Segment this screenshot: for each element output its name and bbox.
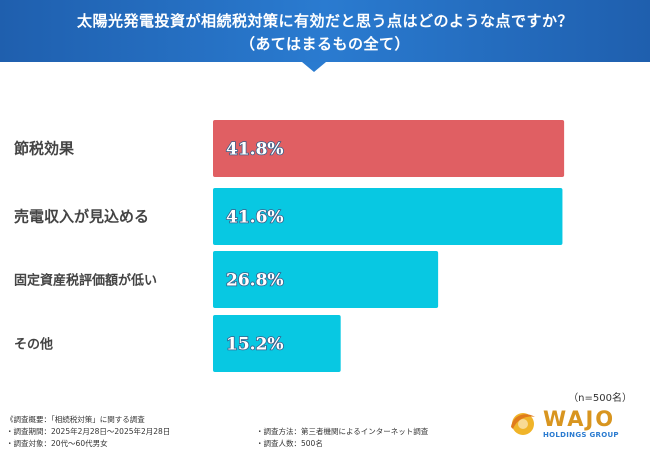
logo-wordmark: WAJO xyxy=(543,407,616,431)
value-label: 15.2% xyxy=(226,335,284,355)
company-logo: WAJO HOLDINGS GROUP xyxy=(505,405,635,445)
value-label: 26.8% xyxy=(226,271,284,291)
chart-title-line1: 太陽光発電投資が相続税対策に有効だと思う点はどのような点ですか？ xyxy=(76,12,573,30)
survey-footer-right: ・調査方法：第三者機関によるインターネット調査 ・調査人数：500名 xyxy=(256,414,486,450)
bar-2 xyxy=(213,188,563,245)
survey-target: ・調査対象：20代～60代男女 xyxy=(6,439,108,448)
survey-footer: 《調査概要：「相続税対策」に関する調査 ・調査期間：2025年2月28日～202… xyxy=(6,414,428,450)
survey-overview: 《調査概要：「相続税対策」に関する調査 xyxy=(6,415,145,424)
bar-3 xyxy=(213,251,439,308)
category-label: 売電収入が見込める xyxy=(14,208,149,226)
title-banner: 太陽光発電投資が相続税対策に有効だと思う点はどのような点ですか？ （あてはまるも… xyxy=(0,0,650,62)
category-label: 固定資産税評価額が低い xyxy=(14,273,157,289)
chart-title-line2: （あてはまるもの全て） xyxy=(240,35,410,53)
bar-1 xyxy=(213,120,565,177)
value-label: 41.6% xyxy=(226,208,284,228)
bar-4 xyxy=(213,315,341,372)
value-label: 41.8% xyxy=(226,140,284,160)
sample-size-note: （n=500名） xyxy=(568,393,632,404)
survey-method: ・調査方法：第三者機関によるインターネット調査 xyxy=(256,427,429,436)
title-banner-pointer xyxy=(302,62,326,72)
logo-subtitle: HOLDINGS GROUP xyxy=(543,431,619,439)
logo-mark-icon xyxy=(511,413,535,435)
survey-period: ・調査期間：2025年2月28日～2025年2月28日 xyxy=(6,427,171,436)
category-label: その他 xyxy=(14,337,53,353)
survey-count: ・調査人数：500名 xyxy=(256,439,323,448)
category-label: 節税効果 xyxy=(14,140,75,158)
